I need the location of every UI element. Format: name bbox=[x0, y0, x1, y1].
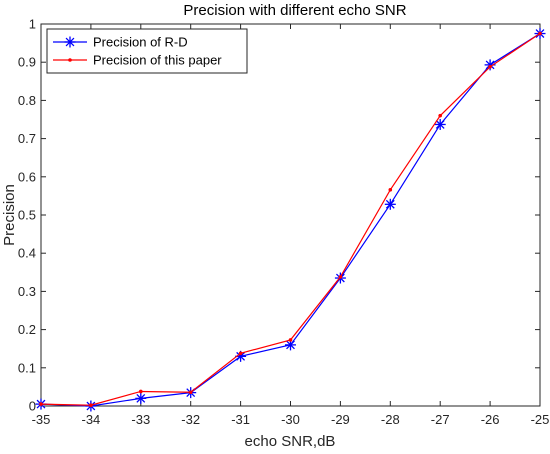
legend-label: Precision of R-D bbox=[93, 35, 188, 50]
legend-item: Precision of this paper bbox=[53, 53, 222, 68]
data-point bbox=[39, 402, 43, 406]
x-tick-label: -30 bbox=[281, 412, 300, 427]
x-tick-label: -27 bbox=[431, 412, 450, 427]
data-point bbox=[238, 351, 243, 356]
y-tick-label: 0.8 bbox=[18, 93, 36, 108]
x-tick-label: -25 bbox=[531, 412, 550, 427]
x-tick-label: -34 bbox=[82, 412, 101, 427]
y-tick-label: 0.6 bbox=[18, 169, 36, 184]
y-axis-label: Precision bbox=[1, 184, 18, 246]
x-tick-label: -31 bbox=[231, 412, 250, 427]
y-tick-label: 0.3 bbox=[18, 284, 36, 299]
y-tick-label: 1 bbox=[29, 17, 36, 32]
data-point bbox=[89, 403, 93, 408]
data-point bbox=[135, 392, 147, 404]
y-tick-label: 0.5 bbox=[18, 208, 36, 223]
data-point bbox=[538, 31, 542, 36]
data-point bbox=[488, 64, 492, 69]
data-point bbox=[434, 118, 446, 130]
x-tick-label: -32 bbox=[181, 412, 200, 427]
data-point bbox=[188, 390, 193, 395]
axis-ticks: -35 -34 -33 -32 -31 -30 -29 -28 -27 -26 -25 0 0.1 0.2… bbox=[18, 17, 549, 428]
series-layer bbox=[35, 28, 546, 412]
legend-label: Precision of this paper bbox=[93, 53, 222, 68]
data-point bbox=[139, 389, 143, 394]
y-tick-label: 0.4 bbox=[18, 246, 36, 261]
data-point bbox=[338, 275, 343, 279]
y-tick-label: 0.1 bbox=[18, 360, 36, 375]
y-tick-label: 0.9 bbox=[18, 55, 36, 70]
x-tick-label: -35 bbox=[32, 412, 51, 427]
data-point bbox=[288, 338, 293, 342]
y-tick-label: 0.2 bbox=[18, 322, 36, 337]
data-point bbox=[388, 187, 393, 192]
legend-item: Precision of R-D bbox=[53, 35, 188, 50]
series-2 bbox=[39, 31, 542, 408]
legend: Precision of R-D Precision of this paper bbox=[46, 28, 248, 74]
y-tick-label: 0 bbox=[29, 399, 36, 414]
legend-box bbox=[46, 28, 248, 74]
data-point bbox=[438, 113, 443, 118]
chart-title: Precision with different echo SNR bbox=[183, 2, 406, 19]
data-point bbox=[384, 198, 396, 210]
x-tick-label: -29 bbox=[331, 412, 350, 427]
series-1 bbox=[35, 28, 546, 412]
x-tick-label: -33 bbox=[131, 412, 150, 427]
x-tick-label: -28 bbox=[381, 412, 400, 427]
x-axis-label: echo SNR,dB bbox=[245, 433, 336, 450]
x-tick-label: -26 bbox=[481, 412, 500, 427]
y-tick-label: 0.7 bbox=[18, 131, 36, 146]
